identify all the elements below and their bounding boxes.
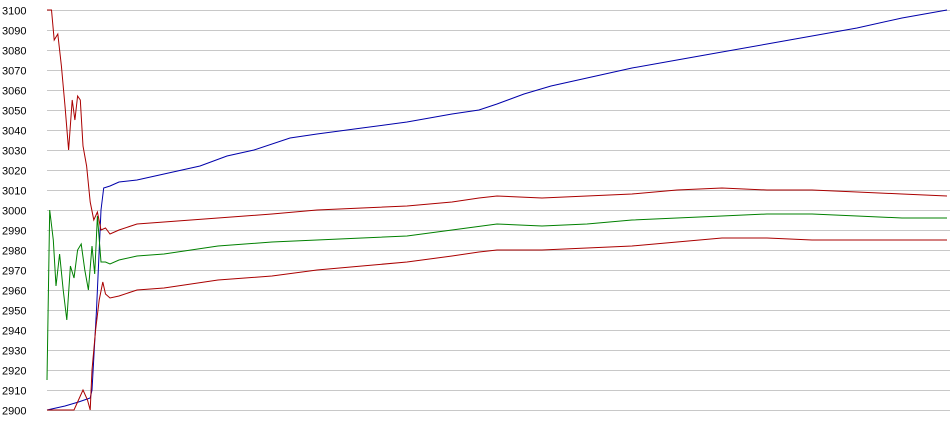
- y-tick-label: 3020: [2, 166, 26, 178]
- y-tick-label: 3000: [2, 206, 26, 218]
- y-tick-label: 3070: [2, 66, 26, 78]
- y-tick-label: 3100: [2, 6, 26, 18]
- y-tick-label: 3010: [2, 186, 26, 198]
- chart-series: [46, 9, 948, 411]
- y-tick-label: 2940: [2, 326, 26, 338]
- y-tick-label: 2990: [2, 226, 26, 238]
- y-tick-label: 3060: [2, 86, 26, 98]
- y-tick-label: 2980: [2, 246, 26, 258]
- y-tick-label: 2920: [2, 366, 26, 378]
- y-tick-label: 3090: [2, 26, 26, 38]
- y-tick-label: 2950: [2, 306, 26, 318]
- y-tick-label: 2910: [2, 386, 26, 398]
- y-tick-label: 2900: [2, 406, 26, 418]
- y-tick-label: 2930: [2, 346, 26, 358]
- series-line-2: [47, 9, 948, 235]
- series-line-4: [47, 237, 947, 411]
- y-tick-label: 3080: [2, 46, 26, 58]
- y-tick-label: 3030: [2, 146, 26, 158]
- y-tick-label: 3050: [2, 106, 26, 118]
- series-line-1: [46, 9, 948, 411]
- y-tick-label: 2960: [2, 286, 26, 298]
- series-line-3: [46, 209, 947, 381]
- y-tick-label: 3040: [2, 126, 26, 138]
- chart-grid: [47, 10, 950, 411]
- y-tick-label: 2970: [2, 266, 26, 278]
- y-axis-ticks: 2900 2910 2920 2930 2940 2950 2960 2970 2980 2990…: [2, 6, 26, 418]
